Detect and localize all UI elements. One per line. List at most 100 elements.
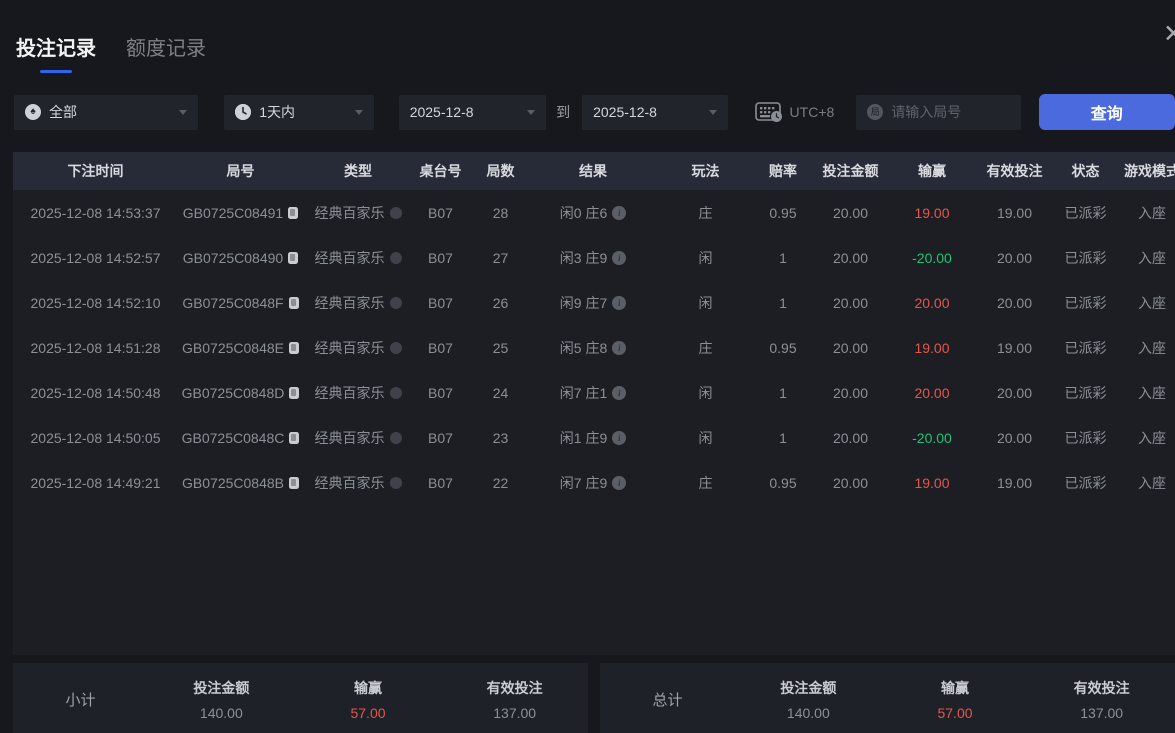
copy-icon[interactable] xyxy=(288,341,299,354)
cell-game-mode: 入座 xyxy=(1138,429,1166,446)
table-body: 2025-12-08 14:53:37 GB0725C08491 经典百家乐 B… xyxy=(13,190,1175,505)
info-icon[interactable]: i xyxy=(612,475,627,490)
tab-quota-records-label: 额度记录 xyxy=(126,38,206,60)
cell-win-loss: 20.00 xyxy=(914,384,950,401)
info-icon[interactable]: i xyxy=(612,430,627,445)
table-header: 下注时间 局号 类型 桌台号 局数 结果 玩法 赔率 投注金额 输赢 有效投注 … xyxy=(13,152,1175,190)
cell-odds: 1 xyxy=(779,294,787,311)
type-badge-icon xyxy=(389,341,402,354)
filter-bar: ♠ 全部 1天内 2025-12-8 到 2025-12-8 xyxy=(14,94,1175,130)
type-badge-icon xyxy=(389,206,402,219)
cell-game-id: GB0725C0848B xyxy=(182,474,284,491)
tab-bet-records[interactable]: 投注记录 xyxy=(16,32,96,73)
cell-time: 2025-12-08 14:50:05 xyxy=(30,429,161,446)
cell-result: 闲7 庄9 xyxy=(559,474,608,491)
time-range-select[interactable]: 1天内 xyxy=(224,94,374,130)
info-icon[interactable]: i xyxy=(612,205,627,220)
info-icon[interactable]: i xyxy=(612,250,627,265)
cell-game-mode: 入座 xyxy=(1138,204,1166,221)
calendar-clock-icon xyxy=(754,101,783,123)
total-label: 总计 xyxy=(652,691,683,709)
cell-game-mode: 入座 xyxy=(1138,384,1166,401)
cell-status: 已派彩 xyxy=(1064,339,1107,356)
cell-time: 2025-12-08 14:50:48 xyxy=(30,384,161,401)
copy-icon[interactable] xyxy=(288,296,299,309)
cell-game-id: GB0725C08490 xyxy=(182,249,284,266)
cell-odds: 1 xyxy=(779,249,787,266)
cell-time: 2025-12-08 14:51:28 xyxy=(30,339,161,356)
cell-table-no: B07 xyxy=(428,339,453,356)
cell-play: 庄 xyxy=(698,204,713,221)
cell-game-mode: 入座 xyxy=(1138,294,1166,311)
copy-icon[interactable] xyxy=(289,431,300,444)
cell-win-loss: 19.00 xyxy=(914,474,950,491)
cell-bet-amount: 20.00 xyxy=(832,474,869,491)
subtotal-panel: 小计 投注金额 140.00 输赢 57.00 有效投注 137.00 xyxy=(13,663,588,733)
subtotal-validbet-value: 137.00 xyxy=(493,704,537,721)
col-play: 玩法 xyxy=(691,163,720,179)
chevron-down-icon xyxy=(354,109,363,115)
cell-time: 2025-12-08 14:52:57 xyxy=(30,249,161,266)
close-icon[interactable]: ✕ xyxy=(1163,20,1175,48)
col-bet-time: 下注时间 xyxy=(67,163,124,179)
table-row: 2025-12-08 14:49:21 GB0725C0848B 经典百家乐 B… xyxy=(13,460,1175,505)
subtotal-bet-label: 投注金额 xyxy=(193,679,250,696)
cell-status: 已派彩 xyxy=(1064,249,1107,266)
col-odds: 赔率 xyxy=(769,163,797,179)
cell-round: 23 xyxy=(492,429,509,446)
cell-round: 28 xyxy=(492,204,509,221)
active-tab-underline xyxy=(40,70,72,73)
subtotal-winloss-value: 57.00 xyxy=(350,704,386,721)
query-button[interactable]: 查询 xyxy=(1038,94,1175,130)
subtotal-bet-value: 140.00 xyxy=(199,704,243,721)
date-to-select[interactable]: 2025-12-8 xyxy=(582,94,728,130)
cell-table-no: B07 xyxy=(428,249,453,266)
total-panel: 总计 投注金额 140.00 输赢 57.00 有效投注 137.00 xyxy=(600,663,1175,733)
cell-round: 25 xyxy=(492,339,509,356)
col-game-id: 局号 xyxy=(226,163,255,179)
chevron-down-icon xyxy=(179,109,188,115)
tab-quota-records[interactable]: 额度记录 xyxy=(126,32,206,73)
col-status: 状态 xyxy=(1071,163,1100,179)
cell-game-id: GB0725C08491 xyxy=(182,204,284,221)
cell-round: 27 xyxy=(492,249,509,266)
cell-bet-amount: 20.00 xyxy=(832,204,869,221)
copy-icon[interactable] xyxy=(289,386,300,399)
total-bet-value: 140.00 xyxy=(786,704,830,721)
cell-odds: 0.95 xyxy=(769,339,797,356)
game-id-icon: 局 xyxy=(867,104,884,120)
cell-bet-amount: 20.00 xyxy=(832,294,869,311)
cell-valid-bet: 20.00 xyxy=(996,249,1033,266)
cell-play: 闲 xyxy=(698,429,713,446)
cell-status: 已派彩 xyxy=(1064,429,1107,446)
date-to-value: 2025-12-8 xyxy=(593,104,657,120)
info-icon[interactable]: i xyxy=(612,385,627,400)
time-range-value: 1天内 xyxy=(259,104,296,120)
cell-win-loss: -20.00 xyxy=(912,249,952,266)
game-id-search-input[interactable]: 局 请输入局号 xyxy=(856,94,1021,130)
copy-icon[interactable] xyxy=(288,206,299,219)
cell-type: 经典百家乐 xyxy=(314,204,385,221)
date-from-select[interactable]: 2025-12-8 xyxy=(398,94,547,130)
cell-game-mode: 入座 xyxy=(1138,339,1166,356)
cell-play: 闲 xyxy=(698,384,713,401)
subtotal-winloss-label: 输赢 xyxy=(354,679,382,696)
game-type-select[interactable]: ♠ 全部 xyxy=(14,94,199,130)
cell-type: 经典百家乐 xyxy=(314,474,385,491)
type-badge-icon xyxy=(389,251,402,264)
cell-table-no: B07 xyxy=(428,294,453,311)
cell-valid-bet: 19.00 xyxy=(996,474,1033,491)
info-icon[interactable]: i xyxy=(612,340,627,355)
cell-valid-bet: 19.00 xyxy=(996,204,1033,221)
timezone-group[interactable]: UTC+8 xyxy=(754,101,834,123)
date-from-value: 2025-12-8 xyxy=(409,104,474,120)
cell-time: 2025-12-08 14:53:37 xyxy=(30,204,161,221)
cell-result: 闲9 庄7 xyxy=(559,294,608,311)
col-bet-amount: 投注金额 xyxy=(822,163,879,179)
cell-game-id: GB0725C0848F xyxy=(182,294,284,311)
copy-icon[interactable] xyxy=(288,251,299,264)
cell-table-no: B07 xyxy=(428,384,453,401)
info-icon[interactable]: i xyxy=(612,295,627,310)
cell-win-loss: -20.00 xyxy=(912,429,952,446)
copy-icon[interactable] xyxy=(288,476,299,489)
